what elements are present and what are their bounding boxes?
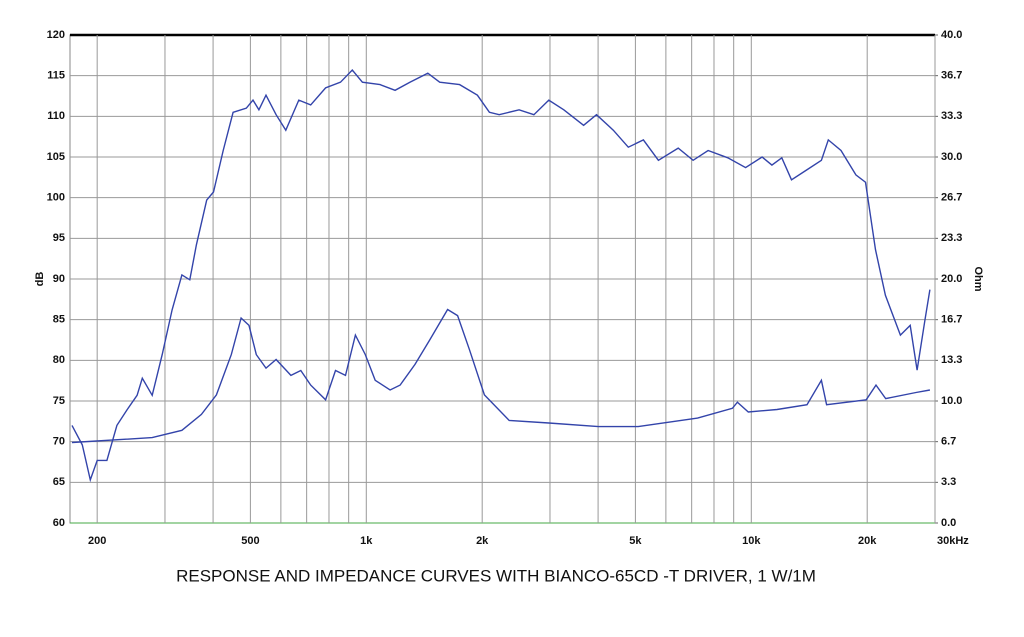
y-tick-label: 75: [53, 395, 65, 407]
y2-tick-label: 20.0: [941, 273, 962, 285]
y2-tick-label: 26.7: [941, 192, 962, 204]
x-tick-label: 20k: [858, 535, 877, 547]
y2-tick-label: 40.0: [941, 29, 962, 41]
x-tick-label: 30kHz: [937, 535, 969, 547]
y2-tick-label: 6.7: [941, 436, 956, 448]
y2-tick-label: 33.3: [941, 110, 962, 122]
y-tick-label: 80: [53, 354, 65, 366]
series-line: [71, 308, 931, 444]
x-tick-label: 200: [88, 535, 106, 547]
y-tick-label: 60: [53, 517, 65, 529]
x-tick-label: 1k: [360, 535, 373, 547]
y-tick-label: 105: [47, 151, 65, 163]
x-tick-label: 2k: [476, 535, 489, 547]
y-tick-label: 110: [47, 110, 65, 122]
y-tick-label: 65: [53, 476, 65, 488]
y-tick-label: 100: [47, 192, 65, 204]
chart-title: RESPONSE AND IMPEDANCE CURVES WITH BIANC…: [176, 566, 816, 585]
x-tick-label: 10k: [742, 535, 761, 547]
y2-tick-label: 3.3: [941, 476, 956, 488]
y2-tick-label: 30.0: [941, 151, 962, 163]
y2-tick-label: 13.3: [941, 354, 962, 366]
y-tick-label: 120: [47, 29, 65, 41]
x-tick-label: 500: [241, 535, 259, 547]
y-tick-label: 85: [53, 314, 65, 326]
y-tick-label: 70: [53, 436, 65, 448]
y-tick-label: 95: [53, 232, 65, 244]
y2-tick-label: 0.0: [941, 517, 956, 529]
y2-tick-label: 23.3: [941, 232, 962, 244]
y2-tick-label: 16.7: [941, 314, 962, 326]
y-tick-label: 115: [47, 70, 65, 82]
series-line: [71, 68, 931, 483]
y2-tick-label: 10.0: [941, 395, 962, 407]
y2-axis-label: Ohm: [972, 266, 984, 291]
y-axis-label: dB: [34, 272, 46, 287]
x-tick-label: 5k: [629, 535, 642, 547]
y-tick-label: 90: [53, 273, 65, 285]
y2-tick-label: 36.7: [941, 70, 962, 82]
